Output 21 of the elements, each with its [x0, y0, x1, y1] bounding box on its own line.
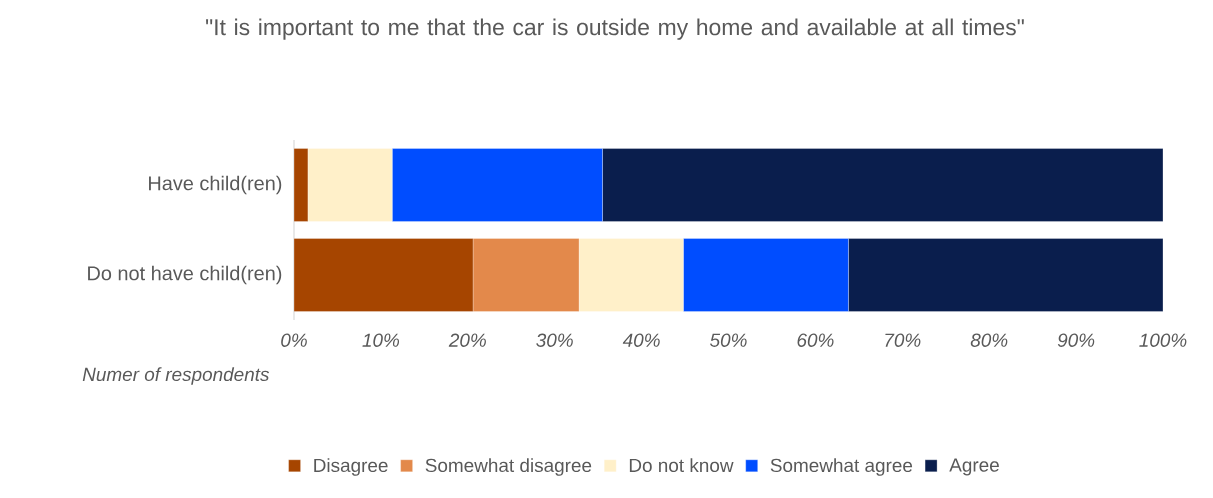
x-tick-label: 10%: [362, 333, 400, 347]
x-tick-label: 50%: [709, 333, 747, 347]
y-tick-label: Do not have child(ren): [88, 265, 282, 285]
legend-label: Somewhat agree: [770, 458, 913, 476]
legend-label: Disagree: [314, 458, 388, 476]
legend-label: Do not know: [629, 458, 734, 473]
x-tick-label: 0%: [281, 333, 307, 347]
legend-label: Agree: [949, 458, 999, 476]
x-tick-label: 40%: [622, 333, 660, 347]
y-tick-label: Have child(ren): [149, 175, 282, 195]
x-tick-label: 80%: [970, 333, 1008, 347]
legend-label: Somewhat disagree: [425, 458, 592, 476]
x-axis-title: Numer of respondents: [82, 367, 270, 385]
x-tick-label: 100%: [1139, 333, 1187, 347]
x-tick-label: 20%: [448, 333, 486, 347]
bar: [294, 238, 474, 312]
x-tick-label: 70%: [885, 333, 921, 347]
x-tick-label: 60%: [797, 333, 834, 347]
chart-title: "It is important to me that the car is outside my home and available at all times": [206, 18, 1024, 40]
x-tick-label: 90%: [1057, 333, 1095, 347]
x-tick-label: 30%: [536, 333, 573, 347]
